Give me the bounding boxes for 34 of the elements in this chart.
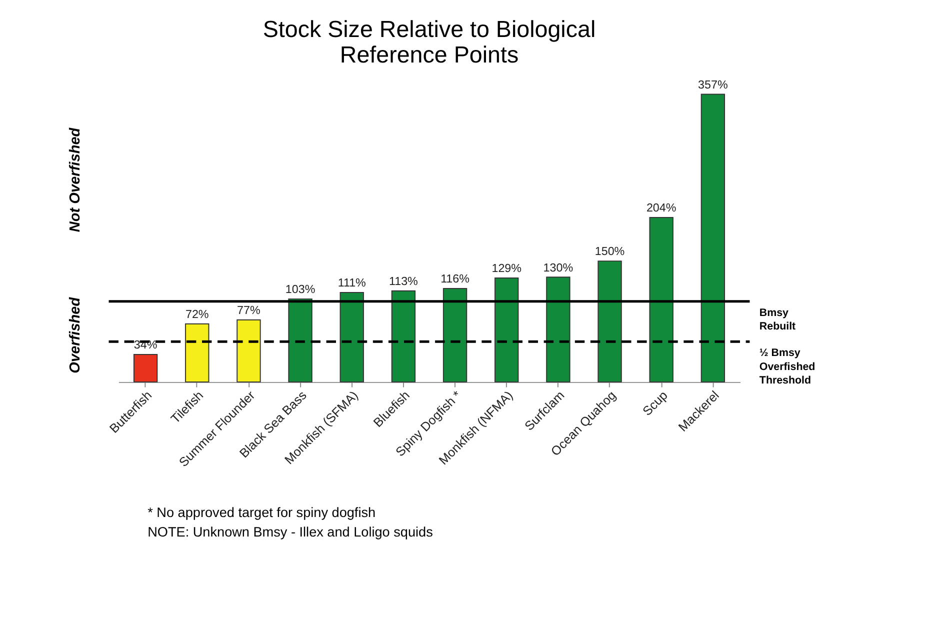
- data-label: 72%: [185, 308, 209, 322]
- bar: [649, 217, 674, 382]
- text: * No approved target for spiny dogfish: [148, 504, 376, 520]
- bar: [391, 290, 416, 382]
- bar: [494, 277, 519, 382]
- data-label: 111%: [338, 276, 366, 290]
- data-label: 129%: [492, 262, 522, 276]
- data-label: 204%: [646, 202, 676, 215]
- data-label: 77%: [237, 304, 260, 318]
- bar: [546, 276, 570, 382]
- text: ½ Bmsy: [759, 347, 800, 360]
- bar: [340, 292, 364, 382]
- bar: [700, 94, 726, 382]
- data-label: 103%: [285, 283, 316, 296]
- data-label: 130%: [543, 261, 574, 274]
- text: Rebuilt: [759, 320, 796, 333]
- text: Threshold: [759, 374, 812, 386]
- data-label: 150%: [594, 245, 625, 258]
- text: Not Overfished: [68, 126, 84, 232]
- text: Overfished: [68, 296, 84, 374]
- data-label: 116%: [440, 272, 470, 286]
- text: Stock Size Relative to Biological: [262, 16, 596, 42]
- bar: [236, 319, 261, 382]
- text: Bmsy: [759, 306, 789, 319]
- data-label: 357%: [698, 78, 728, 92]
- bar: [598, 260, 622, 382]
- bar: [133, 354, 158, 382]
- text: Overfished: [759, 360, 816, 373]
- text: Reference Points: [340, 41, 519, 68]
- bar: [185, 323, 210, 382]
- data-label: 113%: [388, 275, 418, 288]
- text: NOTE: Unknown Bmsy - Illex and Loligo squids: [148, 524, 434, 540]
- bar: [288, 298, 312, 382]
- bar: [442, 288, 468, 382]
